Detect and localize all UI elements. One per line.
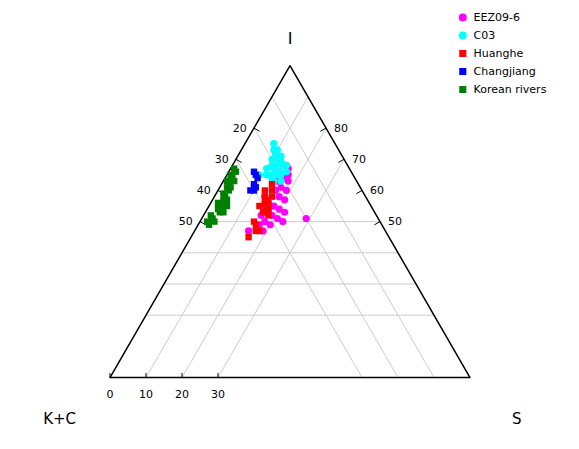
svg-text:70: 70 — [352, 153, 366, 166]
svg-text:30: 30 — [215, 153, 229, 166]
svg-text:30: 30 — [211, 388, 225, 401]
svg-text:I: I — [288, 29, 293, 48]
svg-text:10: 10 — [139, 388, 153, 401]
svg-text:50: 50 — [388, 215, 402, 228]
svg-text:Huanghe: Huanghe — [474, 47, 524, 60]
svg-text:60: 60 — [370, 184, 384, 197]
svg-text:0: 0 — [107, 388, 114, 401]
svg-text:20: 20 — [233, 122, 247, 135]
svg-text:S: S — [512, 410, 522, 428]
svg-text:Changjiang: Changjiang — [474, 65, 536, 78]
svg-text:EEZ09-6: EEZ09-6 — [474, 11, 520, 24]
svg-text:C03: C03 — [474, 29, 496, 42]
svg-text:40: 40 — [197, 184, 211, 197]
svg-text:20: 20 — [175, 388, 189, 401]
svg-text:50: 50 — [179, 215, 193, 228]
svg-text:80: 80 — [334, 122, 348, 135]
svg-text:Korean rivers: Korean rivers — [474, 83, 547, 96]
svg-text:K+C: K+C — [43, 410, 76, 428]
